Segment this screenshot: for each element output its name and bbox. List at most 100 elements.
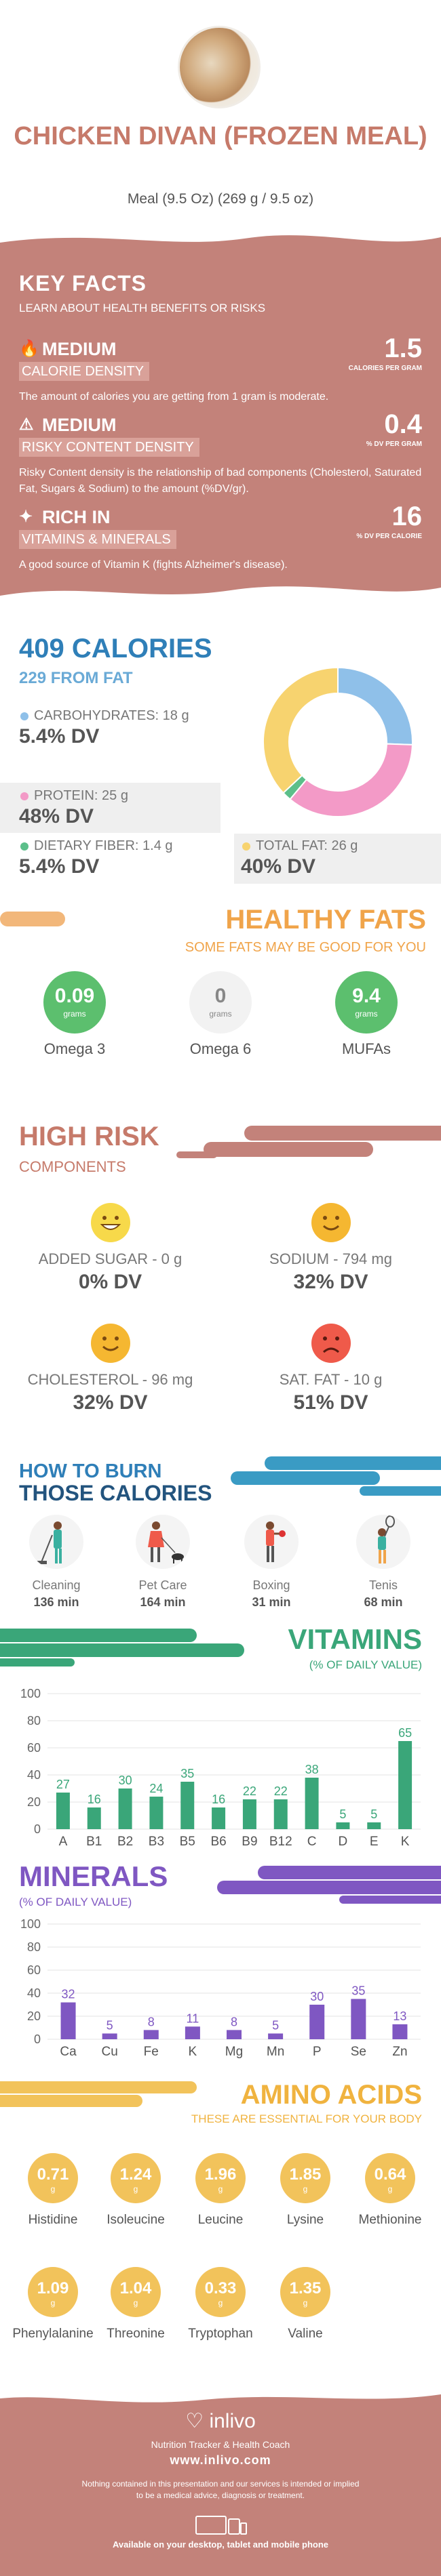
amino-name: Lysine	[286, 2213, 324, 2227]
minerals-title: MINERALS	[19, 1860, 168, 1892]
x-tick-label: B6	[210, 1835, 226, 1849]
bar-value-label: 30	[119, 1774, 132, 1787]
bar-b6	[212, 1807, 226, 1829]
header-section: CHICKEN DIVAN (FROZEN MEAL) Meal (9.5 Oz…	[0, 0, 441, 224]
amino-threonine: 1.04 g Threonine	[92, 2267, 180, 2342]
bar-b3	[149, 1797, 164, 1829]
fat-value: 0	[214, 985, 227, 1007]
y-tick-label: 40	[27, 1768, 41, 1782]
bar-mg	[227, 2030, 242, 2039]
x-tick-label: B5	[180, 1835, 195, 1849]
wave-divider	[0, 586, 441, 607]
fact-description: Risky Content density is the relationshi…	[19, 467, 422, 495]
x-tick-label: A	[59, 1835, 68, 1849]
fat-omega-6: 0 grams Omega 6	[170, 971, 271, 1058]
activity-minutes: 68 min	[364, 1595, 403, 1609]
bar-value-label: 35	[351, 1984, 365, 1998]
amino-unit: g	[133, 2184, 138, 2194]
bar-ca	[60, 2002, 76, 2039]
x-tick-label: Mn	[267, 2045, 284, 2059]
amino-name: Phenylalanine	[12, 2327, 94, 2341]
x-tick-label: Mg	[225, 2045, 243, 2059]
high-risk-section: HIGH RISK COMPONENTS ADDED SUGAR - 0 g 0…	[0, 1108, 441, 1454]
amino-unit: g	[218, 2298, 223, 2308]
amino-name: Leucine	[197, 2213, 244, 2227]
fact-description: A good source of Vitamin K (fights Alzhe…	[19, 559, 288, 571]
y-tick-label: 60	[27, 1741, 41, 1755]
bar-d	[336, 1822, 350, 1829]
activity-minutes: 136 min	[33, 1595, 79, 1609]
decor-stripes	[231, 1456, 441, 1496]
amino-name: Isoleucine	[107, 2213, 165, 2227]
fact-name: CALORIE DENSITY	[19, 362, 150, 381]
amino-methionine: 0.64 g Methionine	[346, 2153, 434, 2228]
brand-logo[interactable]: ♡ inlivo	[0, 2409, 441, 2433]
amino-subtitle: THESE ARE ESSENTIAL FOR YOUR BODY	[191, 2112, 422, 2125]
risk-label: SODIUM - 794 mg	[269, 1250, 392, 1267]
amino-unit: g	[387, 2184, 393, 2194]
amino-tryptophan: 0.33 g Tryptophan	[176, 2267, 265, 2342]
flame-icon: 🔥	[19, 340, 39, 358]
key-facts-subtitle: LEARN ABOUT HEALTH BENEFITS OR RISKS	[19, 302, 266, 314]
devices-icon	[195, 2516, 247, 2535]
nutrient-protein: PROTEIN: 25 g 48% DV	[19, 788, 128, 828]
key-facts-title: KEY FACTS	[19, 271, 147, 295]
bar-k	[398, 1741, 413, 1829]
bar-value-label: 16	[88, 1793, 101, 1806]
highlight-band	[0, 783, 220, 833]
bar-value-label: 8	[231, 2015, 237, 2028]
bar-p	[309, 2005, 325, 2039]
fact-level: RICH IN	[42, 507, 111, 527]
fat-dot	[242, 842, 250, 851]
amino-value: 1.96	[204, 2165, 237, 2184]
activity-name: Pet Care	[138, 1578, 187, 1592]
vitamins-section: VITAMINS (% OF DAILY VALUE) 0 20 40 60 80 100…	[0, 1623, 441, 1860]
high-risk-subtitle: COMPONENTS	[19, 1158, 126, 1175]
fat-circle: 0.09 grams	[43, 971, 106, 1034]
fact-unit: CALORIES PER GRAM	[348, 365, 422, 372]
bar-value-label: 35	[180, 1767, 194, 1780]
bar-b2	[118, 1788, 132, 1829]
minerals-bar-chart: 0 20 40 60 80 100 32 Ca 5 Cu 8 Fe 11 K 8 Mg 5 Mn 30 P 35 Se 13…	[20, 1917, 421, 2059]
bar-b5	[180, 1782, 195, 1829]
risk-dv: 51% DV	[293, 1391, 368, 1414]
x-tick-label: B1	[86, 1835, 102, 1849]
fat-circle: 0 grams	[189, 971, 252, 1034]
serving-size: Meal (9.5 Oz) (269 g / 9.5 oz)	[127, 191, 314, 207]
amino-name: Methionine	[358, 2213, 422, 2227]
nutrient-label: TOTAL FAT: 26 g	[256, 838, 358, 853]
x-tick-label: K	[401, 1835, 410, 1849]
y-tick-label: 80	[27, 1714, 41, 1727]
bar-k	[185, 2026, 200, 2039]
amino-value: 1.09	[37, 2279, 69, 2297]
amino-isoleucine: 1.24 g Isoleucine	[92, 2153, 180, 2228]
bar-fe	[143, 2030, 159, 2039]
x-tick-label: P	[313, 2045, 322, 2059]
y-tick-label: 60	[27, 1963, 41, 1977]
risk-added-sugar: ADDED SUGAR - 0 g 0% DV	[0, 1203, 220, 1294]
amino-value: 0.33	[204, 2279, 237, 2297]
y-tick-label: 0	[34, 2032, 41, 2046]
fat-circle: 9.4 grams	[335, 971, 398, 1034]
y-tick-label: 100	[20, 1917, 41, 1931]
amino-value: 0.71	[37, 2165, 69, 2184]
bar-b12	[273, 1799, 288, 1829]
nutrient-label: DIETARY FIBER: 1.4 g	[34, 838, 173, 853]
fact-name: RISKY CONTENT DENSITY	[19, 438, 199, 457]
amino-unit: g	[50, 2298, 56, 2308]
nutrient-dv: 40% DV	[241, 855, 316, 878]
bar-value-label: 11	[187, 2011, 199, 2025]
smile-face-icon	[90, 1324, 130, 1363]
fat-mufas: 9.4 grams MUFAs	[315, 971, 417, 1058]
donut-slice-carbohydrates	[337, 666, 413, 745]
bar-mn	[268, 2033, 284, 2039]
fact-description: The amount of calories you are getting f…	[19, 391, 329, 403]
risk-dv: 0% DV	[78, 1271, 142, 1293]
brand-url-link[interactable]: www.inlivo.com	[170, 2453, 271, 2467]
amino-unit: g	[218, 2184, 223, 2194]
activity-name: Boxing	[252, 1578, 290, 1592]
brand-tagline: Nutrition Tracker & Health Coach	[151, 2439, 290, 2450]
calories-title: 409 CALORIES	[19, 634, 212, 663]
bar-zn	[392, 2024, 408, 2039]
risk-label: SAT. FAT - 10 g	[279, 1371, 383, 1388]
